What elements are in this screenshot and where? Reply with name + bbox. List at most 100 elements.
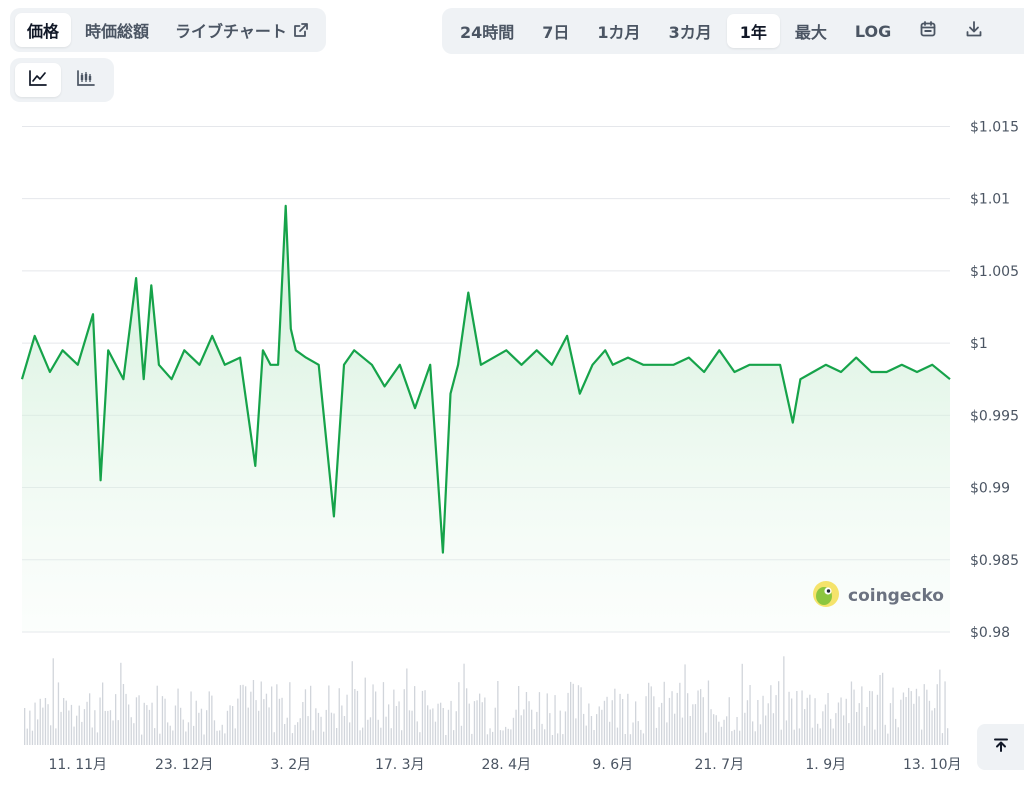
volume-bar — [713, 714, 715, 745]
range-log[interactable]: LOG — [842, 14, 904, 48]
tab-live-chart-label: ライブチャート — [175, 22, 287, 41]
range-7d[interactable]: 7日 — [529, 14, 582, 48]
volume-bar — [336, 728, 338, 745]
volume-bar — [89, 693, 91, 745]
volume-bar — [125, 693, 127, 745]
volume-bar — [421, 690, 424, 745]
volume-bar — [817, 723, 819, 745]
volume-bar — [78, 705, 80, 745]
volume-bar — [182, 719, 184, 745]
volume-bar — [814, 698, 816, 745]
volume-bar — [47, 704, 49, 745]
volume-bar — [850, 681, 853, 745]
coingecko-logo-icon — [812, 580, 840, 612]
volume-bar — [749, 685, 751, 745]
calendar-button[interactable] — [906, 14, 950, 48]
volume-bar — [250, 691, 252, 745]
tab-live-chart[interactable]: ライブチャート — [163, 13, 321, 47]
volume-bar — [770, 685, 772, 745]
volume-bar — [161, 696, 164, 745]
volume-bar — [315, 708, 317, 745]
volume-bar — [320, 716, 322, 745]
volume-bar — [541, 723, 543, 745]
volume-bar — [798, 728, 801, 745]
volume-bar — [291, 733, 294, 745]
volume-bar — [229, 705, 231, 745]
volume-bar — [424, 690, 426, 745]
volume-bar — [614, 688, 616, 745]
volume-bar — [510, 729, 512, 745]
volume-bar — [390, 728, 392, 745]
volume-bar — [237, 698, 239, 745]
volume-bar — [29, 710, 31, 745]
volume-bar — [294, 724, 296, 745]
volume-bar — [757, 700, 759, 745]
volume-bar — [832, 728, 834, 745]
range-1y[interactable]: 1年 — [726, 14, 780, 48]
volume-bar — [333, 713, 335, 745]
volume-bar — [109, 710, 112, 745]
range-max[interactable]: 最大 — [782, 14, 840, 48]
volume-bar — [281, 697, 283, 745]
volume-bar — [245, 686, 247, 745]
volume-bar — [765, 715, 767, 745]
volume-bar — [707, 680, 710, 745]
volume-bar — [86, 701, 88, 745]
volume-bar — [195, 700, 197, 745]
range-1m[interactable]: 1カ月 — [584, 14, 653, 48]
volume-bar — [177, 688, 179, 745]
volume-bar — [882, 672, 884, 745]
volume-bar — [871, 691, 873, 745]
volume-bar — [388, 704, 390, 745]
volume-bar — [598, 706, 600, 745]
volume-bar — [221, 724, 223, 745]
x-tick-label: 1. 9月 — [805, 757, 846, 773]
tab-price[interactable]: 価格 — [15, 13, 72, 47]
volume-bar — [559, 710, 561, 745]
volume-bar — [928, 700, 931, 745]
volume-bar — [518, 686, 520, 745]
view-tabs: 価格 時価総額 ライブチャート — [10, 8, 326, 52]
volume-bar — [138, 695, 140, 745]
volume-bar — [637, 721, 639, 745]
candlestick-button[interactable] — [63, 63, 109, 97]
volume-bar — [169, 725, 171, 745]
volume-bar — [645, 696, 647, 745]
volume-bar — [359, 730, 361, 745]
volume-bar — [104, 710, 106, 745]
x-tick-label: 3. 2月 — [270, 757, 311, 773]
volume-bar — [200, 708, 203, 745]
line-chart-button[interactable] — [15, 63, 61, 97]
volume-bar — [377, 719, 379, 745]
range-24h[interactable]: 24時間 — [447, 14, 527, 48]
volume-bar — [663, 681, 665, 745]
volume-bar — [463, 663, 465, 745]
volume-bar — [874, 729, 876, 745]
external-link-icon — [293, 22, 309, 38]
volume-bar — [577, 685, 580, 745]
tab-market-cap[interactable]: 時価総額 — [73, 13, 161, 47]
volume-bar — [278, 698, 281, 745]
volume-bar — [853, 689, 855, 745]
volume-bar — [572, 683, 574, 745]
range-3m[interactable]: 3カ月 — [656, 14, 725, 48]
volume-bar — [780, 729, 782, 745]
volume-bar — [788, 691, 790, 745]
volume-bar — [492, 731, 494, 745]
volume-bar — [122, 684, 125, 745]
volume-bar — [689, 716, 691, 745]
volume-bar — [96, 732, 99, 745]
volume-bar — [473, 701, 476, 745]
volume-bar — [655, 727, 658, 745]
scroll-to-top-button[interactable] — [977, 724, 1024, 770]
volume-bar — [861, 686, 863, 745]
volume-bar — [674, 713, 676, 745]
volume-bar — [484, 697, 486, 745]
volume-bar — [549, 713, 551, 745]
price-area — [22, 205, 950, 632]
volume-bar — [697, 690, 699, 745]
volume-bar — [203, 734, 205, 745]
x-tick-label: 9. 6月 — [592, 757, 633, 773]
download-button[interactable] — [952, 14, 996, 48]
